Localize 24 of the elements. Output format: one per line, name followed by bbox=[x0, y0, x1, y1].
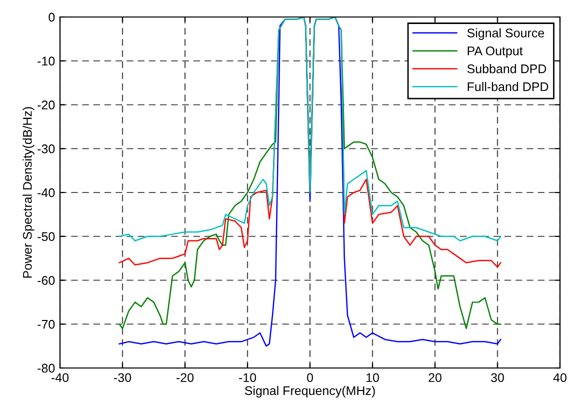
y-tick-label: -60 bbox=[38, 276, 55, 285]
x-tick-label: -20 bbox=[176, 373, 194, 382]
y-tick-label: -10 bbox=[38, 56, 55, 66]
x-axis-title: Signal Frequency(MHz) bbox=[244, 386, 375, 398]
x-tick-label: 40 bbox=[553, 373, 566, 382]
legend-label: Signal Source bbox=[467, 28, 544, 40]
x-tick-label: 30 bbox=[491, 373, 504, 382]
y-tick-label: -30 bbox=[38, 144, 55, 154]
x-tick-label: 0 bbox=[307, 373, 313, 382]
x-tick-label: -40 bbox=[52, 373, 69, 382]
x-tick-label: 10 bbox=[366, 373, 379, 382]
x-tick-label: -30 bbox=[114, 373, 132, 382]
y-tick-label: -80 bbox=[38, 364, 55, 373]
y-axis-title: Power Spectral Density(dB/Hz) bbox=[22, 107, 34, 278]
y-tick-label: -50 bbox=[38, 232, 55, 242]
legend-label: Subband DPD bbox=[467, 64, 546, 74]
y-tick-label: -20 bbox=[38, 100, 55, 110]
y-tick-label: 0 bbox=[48, 12, 55, 22]
y-tick-label: -70 bbox=[38, 320, 55, 329]
legend-label: Full-band DPD bbox=[468, 82, 548, 92]
x-tick-label: -10 bbox=[239, 373, 256, 382]
y-tick-label: -40 bbox=[38, 188, 55, 198]
legend-label: PA Output bbox=[468, 46, 523, 58]
x-tick-label: 20 bbox=[428, 373, 442, 382]
